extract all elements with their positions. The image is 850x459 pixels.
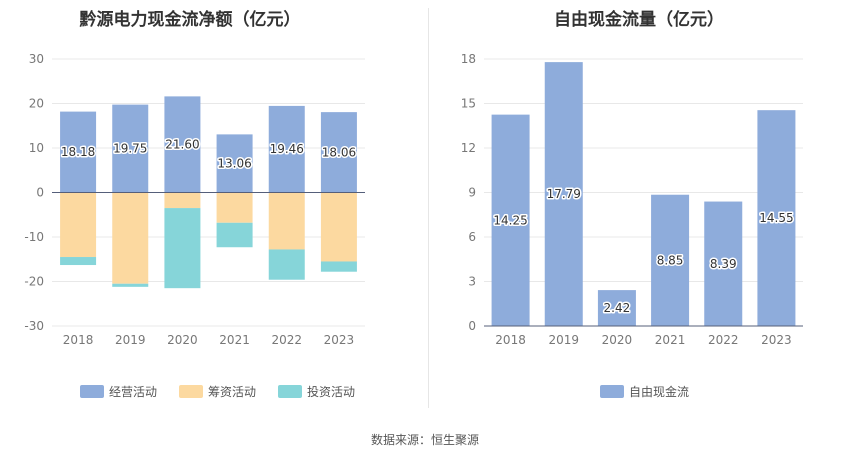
bar [651,194,690,326]
bar [112,283,149,287]
x-tick-label: 2019 [115,333,146,347]
legend-swatch-operating [80,384,104,398]
legend-label-financing: 筹资活动 [208,384,257,399]
bar [60,257,97,266]
x-tick-label: 2019 [548,333,579,347]
data-label: 18.18 [61,145,95,159]
data-label: 21.60 [165,137,199,151]
y-tick-label: 20 [29,97,44,111]
x-tick-label: 2023 [324,333,355,347]
legend-label-free-cash-flow: 自由现金流 [629,384,690,399]
y-tick-label: 15 [461,97,476,111]
left-legend: 经营活动 筹资活动 投资活动 [80,383,377,399]
legend-item-operating[interactable]: 经营活动 [80,383,157,400]
x-tick-label: 2023 [761,333,792,347]
data-label: 14.25 [493,213,527,227]
legend-item-financing[interactable]: 筹资活动 [179,383,256,400]
x-tick-label: 2022 [271,333,302,347]
legend-label-investing: 投资活动 [307,384,356,399]
right-chart-title: 自由现金流量（亿元） [554,10,724,30]
legend-item-free-cash-flow[interactable]: 自由现金流 [600,383,689,400]
y-tick-label: 30 [29,52,44,66]
y-tick-label: 3 [468,275,476,289]
y-tick-label: 18 [461,52,476,66]
y-tick-label: 6 [468,230,476,244]
y-tick-label: 10 [29,141,44,155]
bar [268,105,305,193]
data-label: 19.75 [113,142,147,156]
legend-swatch-financing [179,384,204,398]
bar [112,192,149,284]
bar [320,192,357,262]
bar [597,290,636,326]
x-tick-label: 2020 [167,333,198,347]
data-label: 17.79 [547,187,581,201]
bar [164,192,201,209]
bar [60,192,97,258]
right-legend: 自由现金流 [600,383,711,399]
bar [491,114,530,326]
bar [216,222,253,248]
x-tick-label: 2022 [708,333,739,347]
bar [268,249,305,280]
bar [216,192,253,223]
bar [757,110,796,326]
y-tick-label: -30 [24,319,44,333]
legend-swatch-investing [278,384,303,398]
data-label: 18.06 [322,145,356,159]
y-tick-label: 12 [461,141,476,155]
data-label: 8.39 [710,257,737,271]
bar [164,208,201,289]
legend-label-operating: 经营活动 [109,384,158,399]
data-label: 2.42 [604,301,631,315]
bar [60,111,97,193]
legend-swatch-free-cash-flow [600,384,624,398]
bar [320,112,357,193]
panel-divider [428,8,429,408]
legend-item-investing[interactable]: 投资活动 [278,383,355,400]
x-tick-label: 2018 [495,333,526,347]
bar [268,192,305,250]
x-tick-label: 2018 [63,333,94,347]
y-tick-label: 0 [36,186,44,200]
y-tick-label: -20 [24,275,44,289]
data-label: 19.46 [270,142,304,156]
data-label: 14.55 [759,211,793,225]
bar [216,134,253,193]
bar [112,104,149,193]
bar [544,62,583,327]
data-label: 8.85 [657,253,684,267]
x-tick-label: 2020 [602,333,633,347]
data-source-note: 数据来源：恒生聚源 [370,433,479,447]
data-label: 13.06 [217,156,251,170]
x-tick-label: 2021 [655,333,686,347]
x-tick-label: 2021 [219,333,250,347]
left-chart-title: 黔源电力现金流净额（亿元） [79,10,301,30]
bar [320,261,357,272]
y-tick-label: -10 [24,230,44,244]
bar [704,201,743,326]
y-tick-label: 0 [468,319,476,333]
bar [164,96,201,193]
y-tick-label: 9 [468,186,476,200]
